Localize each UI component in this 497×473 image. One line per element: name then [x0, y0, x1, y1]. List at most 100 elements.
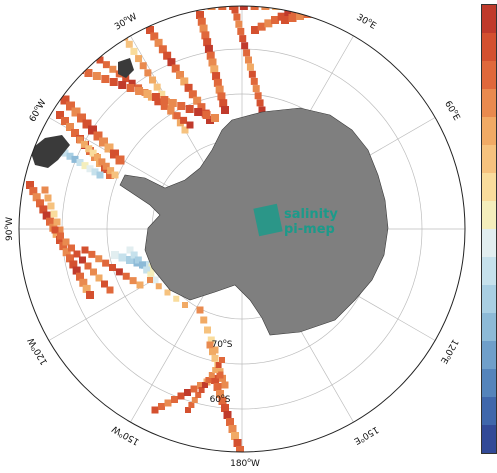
data-cell [304, 6, 313, 10]
data-cell [233, 13, 241, 21]
data-cell [109, 65, 117, 73]
data-cell [168, 99, 177, 107]
data-cell [206, 51, 215, 60]
data-cell [144, 69, 152, 77]
colorbar [481, 4, 497, 454]
longitude-label: 30oW [112, 10, 139, 32]
data-cell [36, 199, 44, 208]
data-cell [195, 392, 202, 398]
data-cell [203, 38, 212, 47]
data-cell [217, 92, 226, 101]
data-cell [136, 281, 144, 289]
data-cell [231, 6, 239, 14]
data-cell [197, 382, 204, 389]
data-cell [223, 411, 232, 419]
data-cell [218, 6, 227, 10]
data-cell [221, 404, 229, 412]
data-cell [56, 226, 64, 234]
data-cell [52, 229, 61, 238]
data-cell [241, 42, 249, 50]
data-cell [139, 62, 147, 70]
data-cell [47, 202, 55, 210]
data-cell [111, 251, 119, 259]
data-cell [146, 26, 154, 34]
data-cell [118, 253, 127, 262]
data-cell [326, 6, 334, 12]
longitude-label: 30oE [354, 11, 378, 32]
data-cell [95, 255, 103, 263]
data-cell [59, 242, 68, 251]
data-cell [173, 112, 181, 120]
data-cell [199, 24, 208, 33]
longitude-label: 90oW [3, 217, 15, 241]
data-cell [184, 83, 193, 92]
data-cell [213, 383, 222, 391]
logo-line1: salinity [284, 207, 338, 222]
longitude-label: 60oE [442, 98, 463, 122]
data-cell [211, 114, 219, 122]
data-cell [109, 78, 118, 86]
data-cell [281, 16, 289, 24]
data-cell [66, 123, 74, 131]
data-cell [245, 56, 252, 64]
logo-mark [253, 203, 283, 237]
data-cell [53, 218, 61, 226]
data-cell [206, 116, 214, 124]
data-cell [84, 69, 93, 77]
data-cell [206, 341, 214, 349]
colorbar-step [482, 33, 496, 61]
data-cell [191, 397, 198, 403]
data-cell [86, 291, 94, 299]
data-cell [236, 446, 244, 452]
data-cell [185, 407, 191, 413]
map-boundary [18, 5, 466, 453]
data-cell [180, 77, 189, 86]
data-cell [81, 162, 89, 170]
data-cell [219, 99, 228, 108]
colorbar-step [482, 341, 496, 369]
data-cell [196, 306, 204, 314]
data-cell [213, 78, 222, 87]
data-cell [185, 105, 194, 113]
longitude-label: 180oW [230, 457, 260, 469]
data-cell [130, 47, 138, 55]
data-cell [29, 187, 38, 196]
data-cell [188, 90, 197, 99]
data-cell [318, 6, 327, 14]
colorbar-step [482, 5, 496, 33]
data-cell [102, 162, 110, 170]
antarctica-landmass [119, 107, 389, 336]
data-cell [139, 261, 146, 269]
data-cell [101, 75, 110, 83]
data-cell [76, 159, 84, 166]
data-cell [433, 6, 442, 10]
data-cell [101, 280, 108, 288]
data-cell [88, 125, 97, 135]
data-cell [336, 6, 345, 10]
longitude-label: 150oW [110, 423, 142, 448]
data-cell [390, 6, 399, 10]
data-cell [134, 256, 142, 264]
island-group [118, 58, 134, 78]
data-cell [208, 58, 217, 67]
data-cell [42, 211, 51, 220]
data-cell [69, 260, 78, 269]
data-cell [158, 403, 165, 410]
data-cell [98, 158, 106, 166]
data-cell [379, 6, 388, 10]
data-cell [106, 171, 114, 179]
data-cell [216, 390, 224, 398]
data-cell [250, 77, 258, 85]
data-cell [326, 6, 334, 10]
data-cell [130, 251, 138, 259]
data-cell [143, 266, 151, 274]
data-cell [39, 205, 48, 214]
data-cell [181, 126, 189, 134]
data-cell [201, 31, 210, 40]
data-cell [401, 6, 410, 10]
data-cell [96, 56, 104, 64]
data-cell [118, 81, 127, 89]
data-cell [177, 102, 186, 110]
data-cell [180, 116, 188, 124]
colorbar-step [482, 313, 496, 341]
